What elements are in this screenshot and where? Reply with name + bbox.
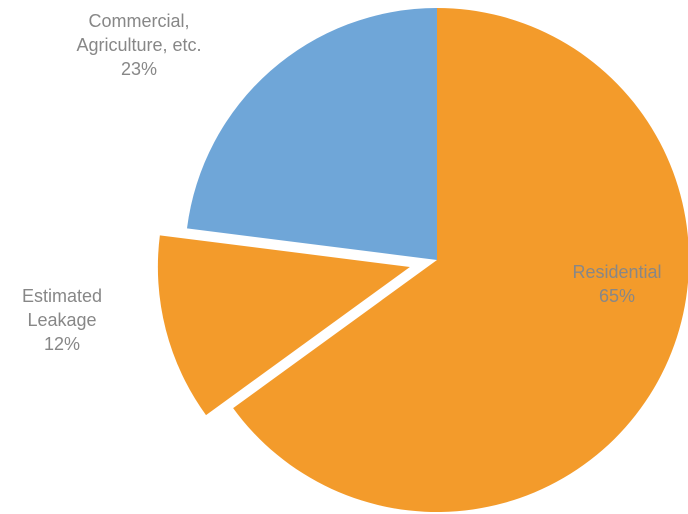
pie-slice-commercial <box>186 8 437 260</box>
pie-slice-residential <box>233 8 688 512</box>
pie-label-line: Estimated <box>22 286 102 306</box>
pie-label-line: Residential <box>572 262 661 282</box>
pie-label-percent: 12% <box>44 334 80 354</box>
pie-label-line: Agriculture, etc. <box>76 35 201 55</box>
pie-label-percent: 23% <box>121 59 157 79</box>
pie-labels: Residential 65% Estimated Leakage 12% Commerc… <box>22 11 662 354</box>
pie-slices <box>157 8 688 512</box>
pie-label-commercial: Commercial, Agriculture, etc. 23% <box>76 11 201 79</box>
pie-label-residential: Residential 65% <box>572 262 661 306</box>
pie-slice-estimated <box>157 235 410 416</box>
pie-label-line: Leakage <box>27 310 96 330</box>
pie-label-percent: 65% <box>599 286 635 306</box>
pie-label-estimated: Estimated Leakage 12% <box>22 286 102 354</box>
pie-label-line: Commercial, <box>88 11 189 31</box>
